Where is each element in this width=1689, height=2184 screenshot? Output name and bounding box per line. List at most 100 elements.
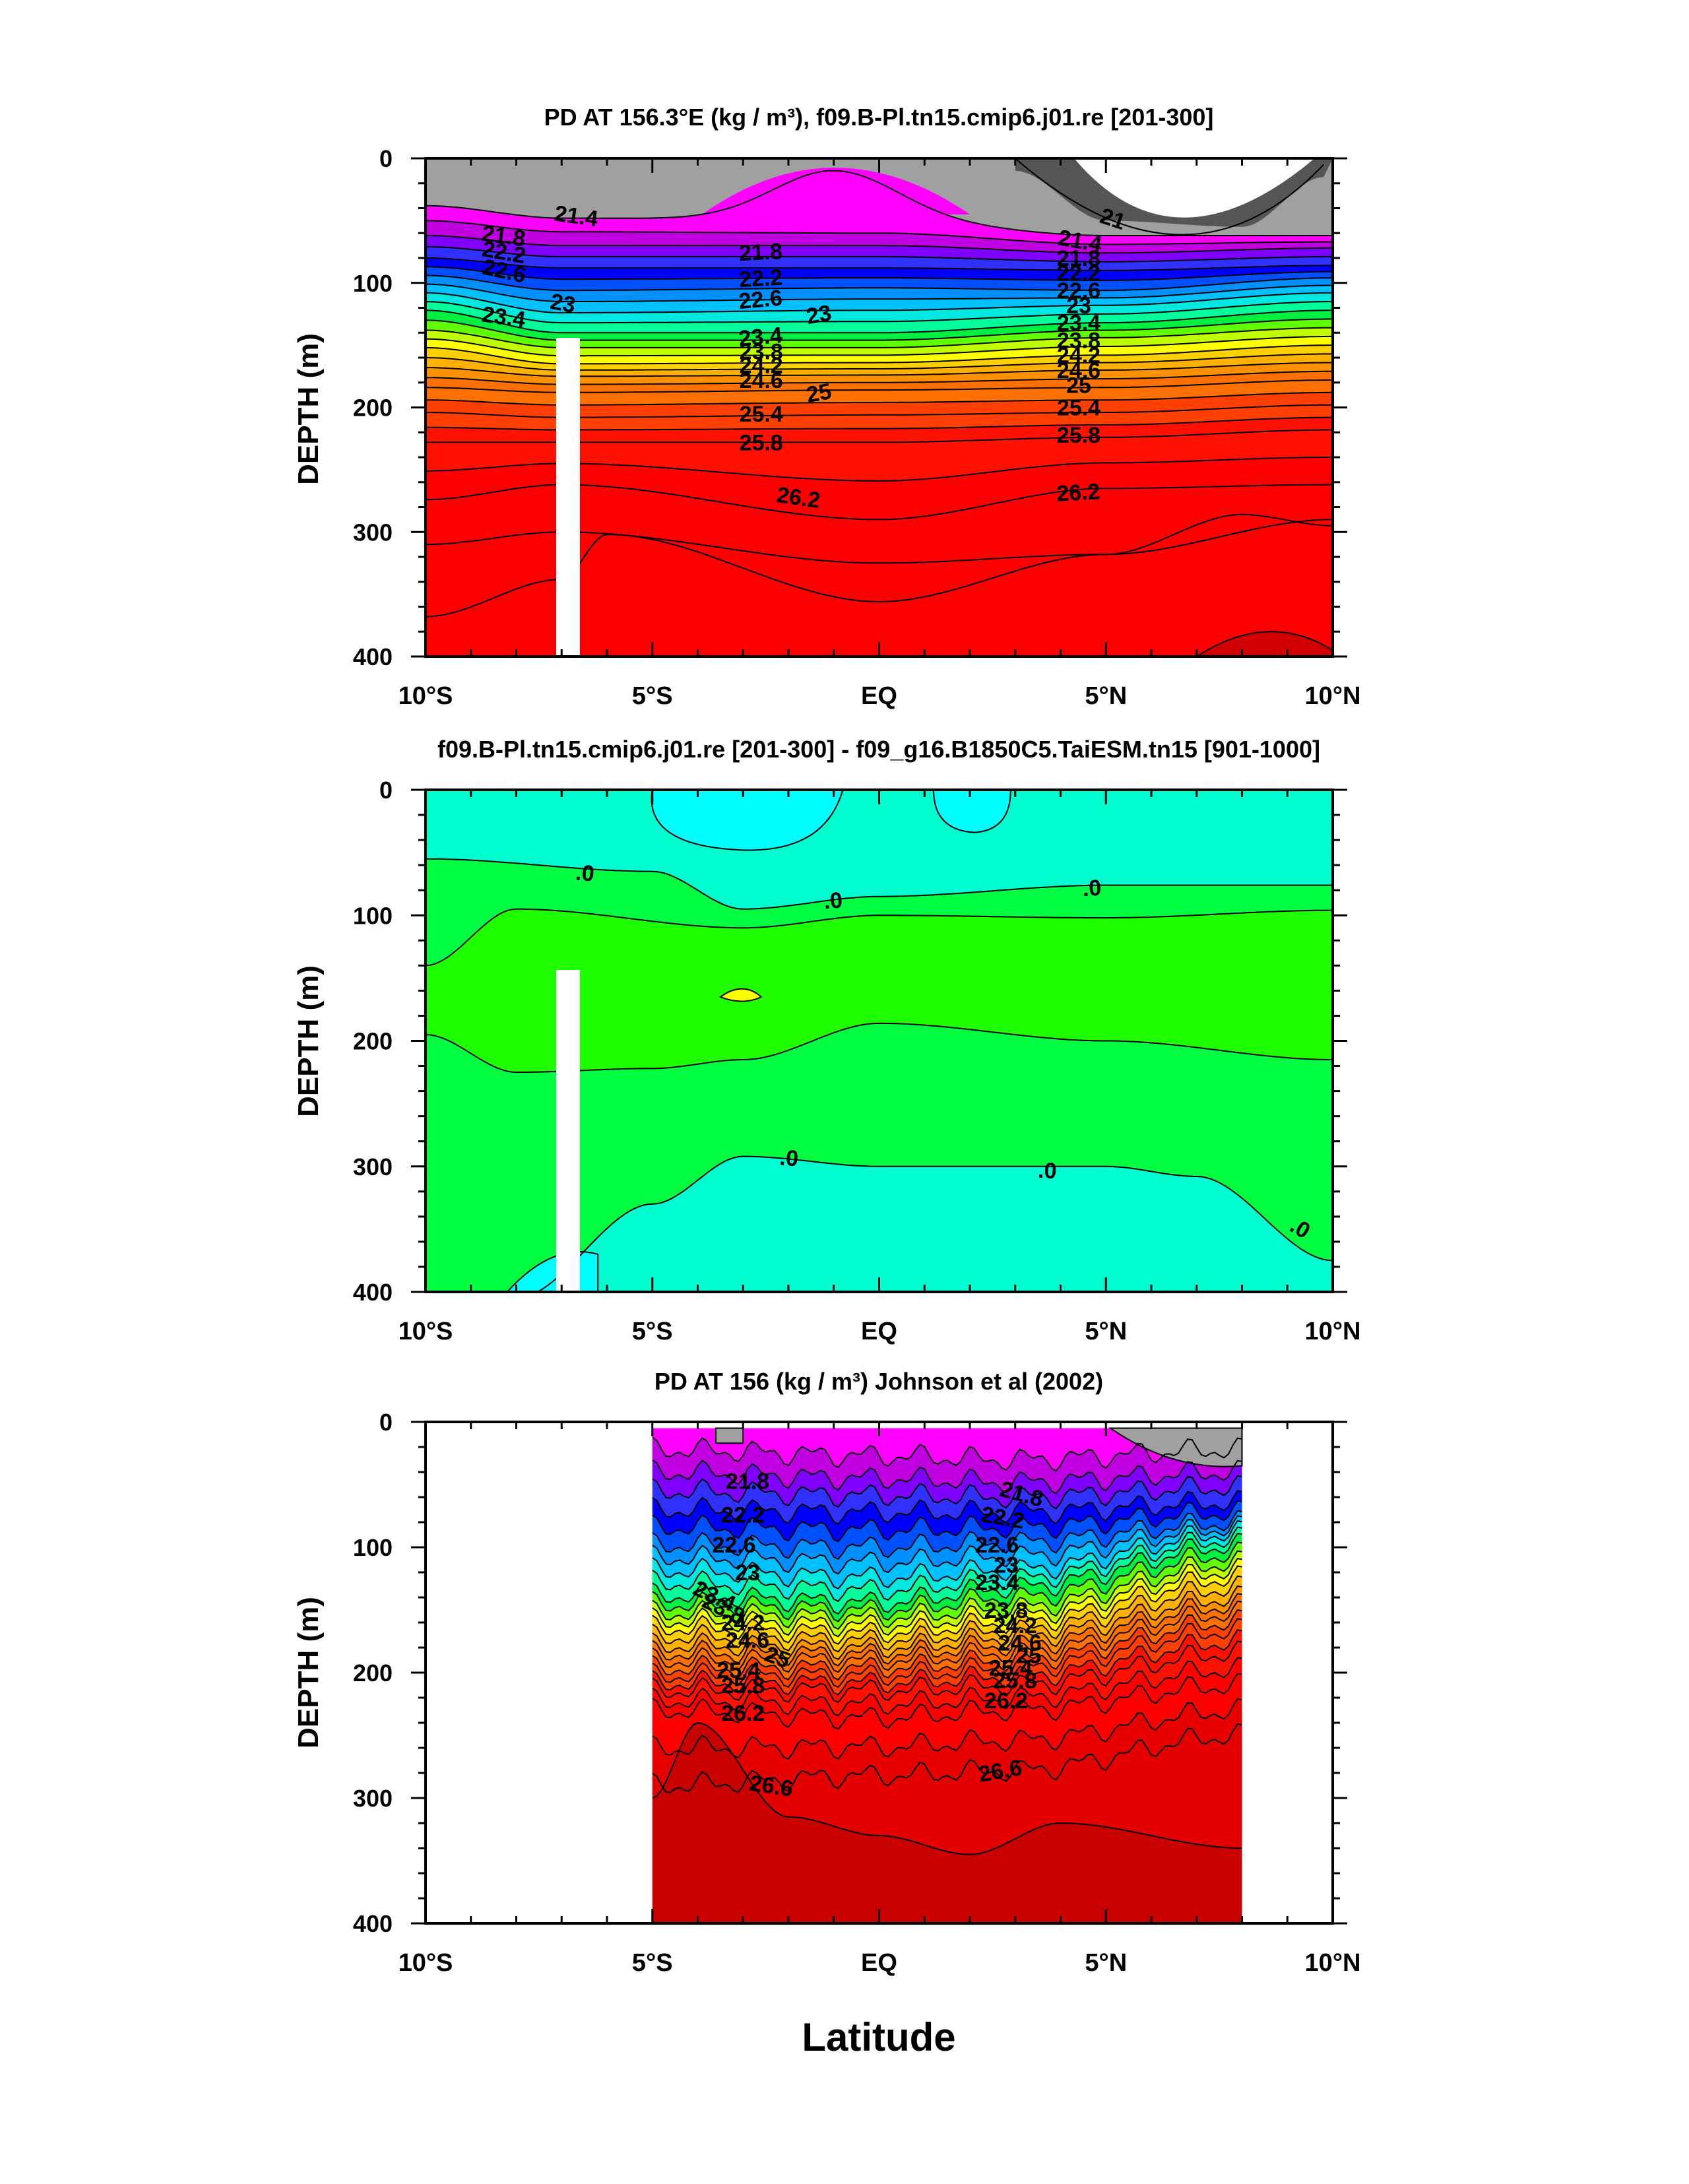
- contour-label: 23.4: [480, 302, 527, 333]
- contour-fills: [652, 1427, 1243, 1923]
- contour-line: [652, 1640, 1242, 1704]
- contour-label: 25: [1016, 1643, 1041, 1668]
- contour-label: 23.4: [1057, 311, 1100, 336]
- y-tick-label: 300: [353, 1785, 393, 1812]
- contour-line: [652, 1475, 1242, 1510]
- y-axis-label: DEPTH (m): [292, 1597, 325, 1749]
- fill-band: [652, 1723, 1242, 1923]
- fill-band: [426, 1156, 1333, 1292]
- contour-label: 26.2: [775, 482, 822, 513]
- contour-line: [652, 1526, 1242, 1603]
- contour-line: [652, 1565, 1242, 1645]
- fill-band: [426, 336, 1333, 364]
- fill-band: [652, 1698, 1242, 1793]
- contour-label: 24.2: [1057, 343, 1100, 368]
- contour-label: 22.6: [975, 1533, 1019, 1558]
- contour-line: [426, 257, 1333, 271]
- contour-lines: [652, 1436, 1242, 1855]
- fill-band: [426, 354, 1333, 377]
- contour-label: 26.6: [748, 1771, 795, 1802]
- fill-band: [932, 790, 1011, 833]
- contour-line: [652, 1558, 1242, 1638]
- x-tick-label: 5°S: [632, 1318, 673, 1345]
- panel-observations: PD AT 156 (kg / m³) Johnson et al (2002)…: [292, 1368, 1360, 1977]
- fill-band: [426, 1023, 1333, 1292]
- fill-band: [652, 1551, 1242, 1637]
- x-tick-label: 10°N: [1305, 1318, 1361, 1345]
- contour-line: [652, 1436, 1242, 1472]
- contour-line: [652, 1657, 1242, 1717]
- y-tick-label: 400: [353, 643, 393, 670]
- contour-label: 23.8: [1057, 329, 1100, 354]
- fill-band: [652, 1521, 1242, 1601]
- missing-data-strip: [556, 338, 580, 660]
- fill-band: [426, 392, 1333, 418]
- contour-line: [652, 1575, 1242, 1653]
- contour-label: 25.8: [1057, 423, 1100, 448]
- contour-line: [426, 309, 1333, 334]
- contour-line: [426, 908, 1333, 967]
- y-tick-label: 100: [353, 270, 393, 297]
- contour-line: [652, 1550, 1242, 1630]
- contour-line: [652, 1723, 1242, 1793]
- contour-label: 25.8: [740, 430, 783, 455]
- fill-band: [652, 1610, 1242, 1687]
- contour-line: [426, 283, 1333, 303]
- contour-label: .0: [823, 887, 844, 914]
- fill-band: [426, 284, 1333, 313]
- y-tick-label: 400: [353, 1910, 393, 1937]
- fill-band: [652, 1542, 1242, 1629]
- x-tick-label: 5°N: [1085, 1318, 1127, 1345]
- contour-label: 23.4: [738, 323, 783, 352]
- y-tick-label: 0: [379, 1409, 393, 1436]
- x-tick-label: EQ: [861, 1949, 897, 1977]
- contour-label: 24.2: [721, 1611, 765, 1636]
- contour-label: .0: [575, 860, 596, 886]
- fill-band: [426, 170, 1333, 245]
- contour-label: 23.4: [975, 1570, 1019, 1595]
- contour-label: 24.2: [740, 353, 783, 378]
- fill-band: [426, 380, 1333, 405]
- fill-band: [652, 1657, 1242, 1729]
- axes: 10°S 5°S EQ 5°N 10°N 0 100 200 300 400: [353, 777, 1361, 1345]
- contour-label: 25: [804, 379, 833, 408]
- fill-band: [652, 1576, 1242, 1659]
- contour-label: 25.4: [717, 1658, 760, 1683]
- contour-label: 24.6: [1057, 358, 1100, 383]
- fill-band: [426, 327, 1333, 356]
- x-tick-label: 5°N: [1085, 682, 1127, 710]
- contour-line: [426, 274, 1333, 292]
- fill-band: [652, 1437, 1242, 1494]
- contour-label: 23: [804, 300, 833, 329]
- contour-label: 21.8: [738, 239, 783, 266]
- panel-difference: f09.B-Pl.tn15.cmip6.j01.re [201-300] - f…: [292, 736, 1360, 1345]
- contour-label: 22.2: [721, 1503, 765, 1528]
- y-tick-label: 0: [379, 777, 393, 804]
- contour-label: 22.6: [1057, 278, 1100, 304]
- contour-label: 22.2: [738, 265, 783, 292]
- fill-band: [426, 247, 1333, 271]
- fill-band: [426, 362, 1333, 385]
- contour-line: [652, 1698, 1242, 1760]
- contour-line: [426, 266, 1333, 281]
- x-tick-label: EQ: [861, 1318, 897, 1345]
- y-tick-label: 200: [353, 1028, 393, 1055]
- x-tick-label: 5°N: [1085, 1949, 1127, 1977]
- contour-label: 21.8: [726, 1469, 769, 1494]
- fill-band: [652, 1533, 1242, 1622]
- fill-band: [426, 258, 1333, 280]
- fill-band: [652, 1566, 1242, 1652]
- contour-line: [652, 1600, 1242, 1673]
- fill-band: [718, 988, 763, 1002]
- contour-line: [426, 170, 1333, 236]
- fill-band: [652, 1601, 1242, 1680]
- contour-line: [652, 1459, 1242, 1494]
- contour-label: 23: [735, 1560, 760, 1586]
- x-tick-label: 10°S: [398, 1949, 453, 1977]
- contour-line: [426, 220, 1333, 245]
- fill-band: [652, 1558, 1242, 1644]
- missing-data-strip: [556, 970, 580, 1293]
- axes: 10°S 5°S EQ 5°N 10°N 0 100 200 300 400: [353, 1409, 1361, 1977]
- panel-title: PD AT 156 (kg / m³) Johnson et al (2002): [654, 1368, 1103, 1395]
